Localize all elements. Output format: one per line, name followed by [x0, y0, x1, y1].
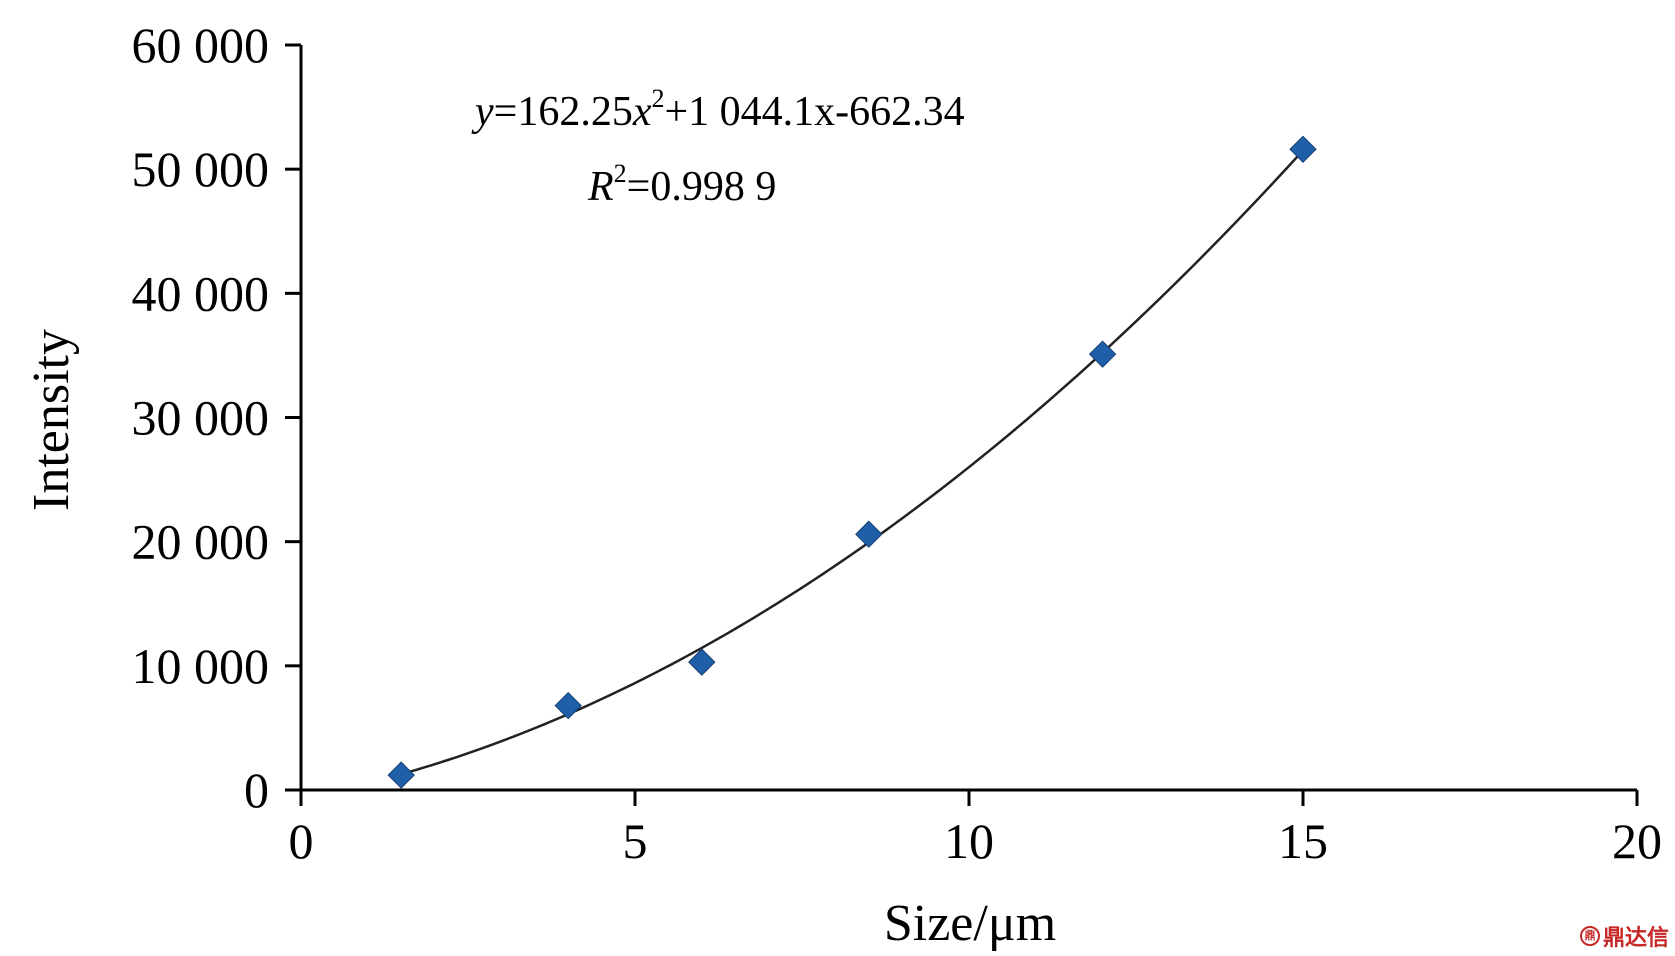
data-point-marker: [688, 648, 716, 676]
y-tick-label: 20 000: [132, 514, 270, 570]
x-axis-title: Size/μm: [884, 895, 1056, 952]
y-tick-label: 10 000: [132, 638, 270, 694]
axes: [299, 45, 1637, 792]
y-axis-title: Intensity: [23, 329, 80, 511]
x-axis-ticks: 0 5 10 15 20: [289, 790, 1662, 869]
x-tick-label: 20: [1612, 813, 1662, 869]
x-tick-label: 0: [289, 813, 314, 869]
x-tick-label: 10: [944, 813, 994, 869]
y-tick-label: 0: [244, 762, 269, 818]
data-points: [387, 135, 1317, 789]
y-tick-label: 60 000: [132, 17, 270, 73]
data-point-marker: [387, 761, 415, 789]
x-tick-label: 5: [623, 813, 648, 869]
r-squared: R2=0.998 9: [587, 159, 776, 210]
data-point-marker: [554, 691, 582, 720]
x-tick-label: 15: [1278, 813, 1328, 869]
watermark-logo: 鼎 鼎达信: [1579, 920, 1669, 952]
y-tick-label: 40 000: [132, 265, 270, 321]
y-tick-label: 50 000: [132, 141, 270, 197]
seal-icon: 鼎: [1579, 926, 1600, 946]
watermark-text: 鼎达信: [1602, 926, 1669, 951]
y-tick-label: 30 000: [132, 390, 270, 446]
data-point-marker: [855, 520, 883, 548]
y-axis-ticks: 0 10 000 20 000 30 000 40 000 50 000 60 000: [132, 17, 301, 818]
trendline: [400, 149, 1304, 776]
data-point-marker: [1088, 340, 1117, 368]
data-point-marker: [1289, 135, 1317, 164]
regression-equation: y=162.25x2+1 044.1x-662.34: [471, 84, 965, 135]
